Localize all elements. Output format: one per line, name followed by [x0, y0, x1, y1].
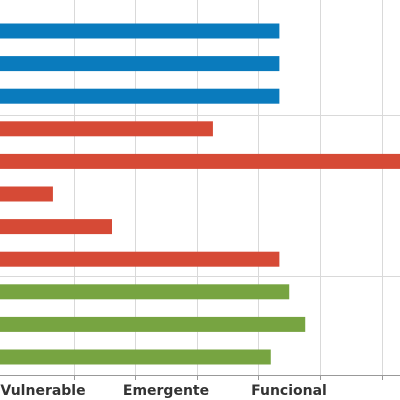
bar-6 [0, 186, 53, 202]
bar-4 [0, 121, 213, 137]
bar-3 [0, 88, 280, 104]
bar-8 [0, 251, 280, 267]
bar-11 [0, 349, 271, 365]
bar-7 [0, 219, 112, 235]
bar-9 [0, 284, 290, 300]
x-tick-label-1: Vulnerable [0, 383, 85, 399]
bar-2 [0, 56, 280, 72]
x-axis [0, 375, 400, 380]
bar-1 [0, 23, 280, 39]
x-tick-label-2: Emergente [123, 383, 209, 399]
bars [0, 23, 400, 365]
bar-10 [0, 316, 306, 332]
x-tick-label-3: Funcional [251, 383, 327, 399]
x-tick-labels: VulnerableEmergenteFuncionalD [0, 383, 327, 399]
bar-5 [0, 153, 400, 169]
